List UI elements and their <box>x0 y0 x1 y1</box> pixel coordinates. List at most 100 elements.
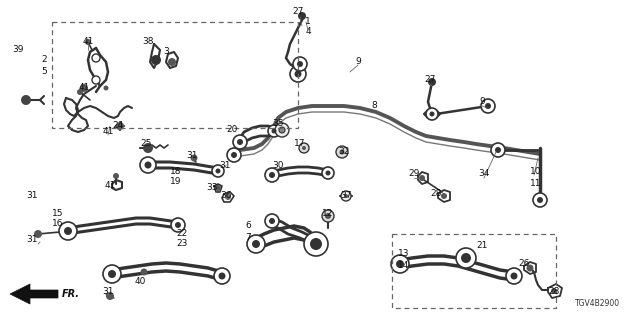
Circle shape <box>140 157 156 173</box>
Circle shape <box>271 129 276 133</box>
Text: 29: 29 <box>408 170 420 179</box>
Circle shape <box>265 214 279 228</box>
Text: 27: 27 <box>292 7 304 17</box>
Text: 6: 6 <box>245 220 251 229</box>
Text: 34: 34 <box>478 170 490 179</box>
Text: 38: 38 <box>142 37 154 46</box>
Circle shape <box>59 222 77 240</box>
Text: 41: 41 <box>78 84 90 92</box>
Text: 31: 31 <box>186 151 198 161</box>
Text: 32: 32 <box>339 148 349 156</box>
Circle shape <box>511 273 518 279</box>
Circle shape <box>113 173 119 179</box>
Circle shape <box>298 12 306 20</box>
Text: 19: 19 <box>170 178 182 187</box>
Text: 41: 41 <box>104 180 116 189</box>
Circle shape <box>103 265 121 283</box>
Text: 14: 14 <box>398 261 410 270</box>
Circle shape <box>299 143 309 153</box>
Circle shape <box>481 99 495 113</box>
Circle shape <box>533 193 547 207</box>
Circle shape <box>426 108 438 120</box>
Circle shape <box>216 169 221 173</box>
Circle shape <box>275 123 289 137</box>
Text: 15: 15 <box>52 210 64 219</box>
Text: 30: 30 <box>272 162 284 171</box>
Text: 35: 35 <box>272 119 284 129</box>
Text: 16: 16 <box>52 220 64 228</box>
Circle shape <box>456 248 476 268</box>
Circle shape <box>106 292 114 300</box>
Circle shape <box>212 165 224 177</box>
Circle shape <box>64 227 72 235</box>
Circle shape <box>304 232 328 256</box>
Circle shape <box>429 111 435 116</box>
Circle shape <box>269 172 275 178</box>
Circle shape <box>175 222 181 228</box>
Circle shape <box>191 155 198 162</box>
Text: 27: 27 <box>424 76 436 84</box>
Circle shape <box>151 55 161 65</box>
Circle shape <box>313 241 319 247</box>
Text: 8: 8 <box>371 101 377 110</box>
Text: 9: 9 <box>479 98 485 107</box>
Circle shape <box>268 125 280 137</box>
Text: 13: 13 <box>398 250 410 259</box>
Circle shape <box>269 218 275 224</box>
Text: 20: 20 <box>227 125 237 134</box>
Circle shape <box>441 193 447 199</box>
Text: 10: 10 <box>531 167 541 177</box>
Text: 4: 4 <box>305 28 311 36</box>
Text: 31: 31 <box>26 236 38 244</box>
Circle shape <box>294 70 301 77</box>
Circle shape <box>322 210 334 222</box>
Text: 7: 7 <box>245 233 251 242</box>
Circle shape <box>104 85 109 91</box>
Circle shape <box>168 58 176 66</box>
Text: 18: 18 <box>170 167 182 177</box>
Circle shape <box>391 255 409 273</box>
Text: 40: 40 <box>134 277 146 286</box>
Circle shape <box>293 57 307 71</box>
Circle shape <box>419 175 425 181</box>
Circle shape <box>495 147 501 153</box>
Circle shape <box>302 146 306 150</box>
Text: 28: 28 <box>430 188 442 197</box>
Circle shape <box>218 273 225 279</box>
Circle shape <box>344 194 348 198</box>
Circle shape <box>92 76 100 84</box>
Text: 2: 2 <box>41 55 47 65</box>
Text: TGV4B2900: TGV4B2900 <box>575 299 620 308</box>
Circle shape <box>537 197 543 203</box>
Text: 22: 22 <box>177 229 188 238</box>
Circle shape <box>77 89 83 95</box>
Text: 25: 25 <box>140 140 152 148</box>
Circle shape <box>116 122 124 130</box>
Circle shape <box>225 194 231 200</box>
Bar <box>392 234 556 308</box>
Circle shape <box>171 218 185 232</box>
Circle shape <box>108 270 116 278</box>
Text: 1: 1 <box>305 18 311 27</box>
Circle shape <box>551 288 557 294</box>
Circle shape <box>310 238 322 250</box>
Circle shape <box>491 143 505 157</box>
Circle shape <box>215 185 221 191</box>
Polygon shape <box>10 284 58 304</box>
Text: 24: 24 <box>113 122 124 131</box>
Text: FR.: FR. <box>62 289 80 299</box>
Circle shape <box>252 240 260 248</box>
Text: 31: 31 <box>26 191 38 201</box>
Text: 41: 41 <box>83 37 93 46</box>
Circle shape <box>21 95 31 105</box>
Circle shape <box>341 191 351 201</box>
Circle shape <box>233 135 247 149</box>
Circle shape <box>527 265 534 271</box>
Text: 12: 12 <box>323 210 333 219</box>
Circle shape <box>322 167 334 179</box>
Circle shape <box>506 268 522 284</box>
Circle shape <box>325 213 331 219</box>
Circle shape <box>237 139 243 145</box>
Circle shape <box>85 39 91 45</box>
Circle shape <box>290 66 306 82</box>
